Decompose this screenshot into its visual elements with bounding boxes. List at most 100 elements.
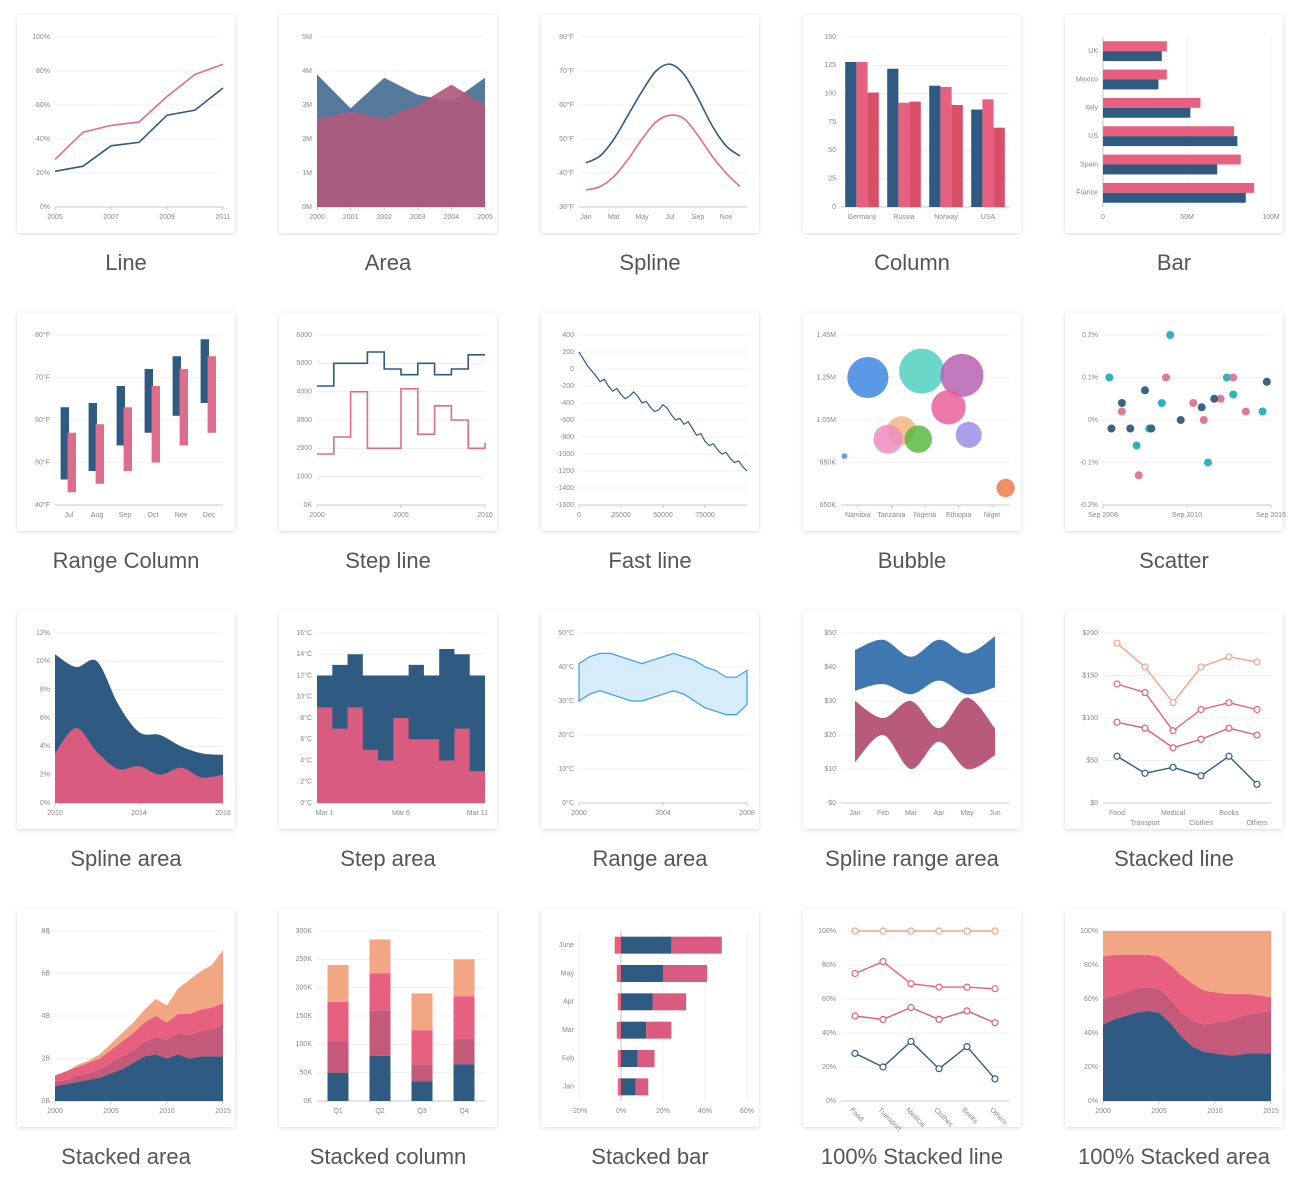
series-area: [317, 707, 485, 803]
scatter-point: [1126, 424, 1135, 433]
series-line: [54, 87, 224, 173]
bubble: [931, 390, 966, 425]
y-tick-label: 30°C: [558, 697, 574, 705]
scatter-point: [1141, 386, 1149, 395]
series-line: [54, 63, 224, 160]
y-tick-label: -1600: [556, 502, 574, 509]
marker: [1225, 699, 1233, 707]
marker: [1141, 769, 1149, 777]
y-tick-label: 6000: [296, 332, 312, 339]
y-tick-label: May: [561, 970, 575, 977]
series-line: [854, 1040, 996, 1080]
chart-caption: Line: [105, 250, 147, 275]
y-tick-label: 0K: [303, 502, 312, 509]
marker: [1141, 663, 1149, 671]
y-tick-label: 3M: [302, 102, 312, 109]
scatter-point: [1210, 394, 1219, 403]
x-tick-label: 2004: [444, 214, 460, 221]
marker: [1113, 752, 1121, 760]
y-tick-label: 6%: [40, 715, 50, 722]
y-tick-label: -400: [560, 400, 574, 407]
bar: [898, 102, 910, 207]
bar-segment: [453, 1064, 475, 1101]
y-tick-label: 0.2%: [1082, 332, 1098, 339]
y-tick-label: 2%: [40, 772, 50, 779]
chart-caption: Spline: [619, 250, 680, 275]
bar-segment: [327, 1001, 349, 1042]
y-tick-label: 150: [824, 34, 836, 41]
chart-card: 40°F 50°F 60°F 70°F 80°F Jul Aug Sep Oct Nov Dec Ra…: [17, 313, 235, 573]
chart-card: 0K 50K 100K 150K 200K 250K 300K Q1 Q2 Q3 Q4 Stacked…: [279, 909, 497, 1169]
marker: [1197, 772, 1205, 780]
x-tick-label: 2015: [215, 1108, 231, 1115]
bar-segment: [621, 965, 663, 982]
bar: [993, 127, 1005, 207]
marker: [963, 1007, 971, 1015]
y-tick-label: 40°F: [559, 169, 574, 177]
series-line: [578, 351, 748, 472]
y-tick-label: 100K: [296, 1041, 313, 1048]
x-tick-label: 2000: [571, 810, 587, 817]
y-tick-label: 2°C: [300, 778, 312, 786]
bar-segment: [617, 1078, 621, 1096]
chart-caption: Area: [365, 250, 412, 275]
x-tick-label: Apr: [934, 810, 946, 817]
y-tick-label: 0K: [303, 1098, 312, 1105]
x-tick-label: Tanzania: [877, 512, 905, 519]
marker: [963, 1042, 971, 1051]
range-bar: [151, 386, 160, 463]
series-area: [317, 84, 485, 207]
x-tick-label: 2018: [215, 810, 231, 817]
y-tick-label: 4%: [40, 743, 50, 750]
y-tick-label: UK: [1088, 48, 1098, 55]
y-tick-label: -200: [560, 383, 574, 390]
x-tick-label: Sep 2008: [1088, 512, 1118, 519]
bar: [887, 68, 899, 207]
y-tick-label: 60°F: [35, 416, 50, 424]
bar-segment: [369, 939, 391, 974]
marker: [879, 957, 887, 966]
x-tick-label: 2014: [131, 810, 147, 817]
x-tick-label: Norway: [934, 214, 958, 221]
series-line: [585, 63, 741, 164]
scatter-point: [1197, 403, 1206, 412]
chart-card: 650K 850K 1.05M 1.25M 1.45M Namibia Tanzania Ni…: [803, 313, 1021, 573]
marker: [991, 927, 999, 935]
x-tick-label: 50000: [653, 512, 673, 519]
y-tick-label: 1000: [296, 474, 312, 481]
y-tick-label: Spain: [1080, 161, 1098, 168]
y-tick-label: 80%: [822, 962, 836, 969]
chart-card: 0B 2B 4B 6B 8B 2000 2005 2010 2015 Stacked area: [17, 909, 235, 1169]
bar: [856, 61, 868, 207]
y-tick-label: 0°C: [300, 799, 312, 807]
scatter-point: [1222, 373, 1231, 382]
bar-segment: [637, 1050, 655, 1067]
y-tick-label: -1200: [556, 468, 574, 475]
y-tick-label: $20: [824, 732, 836, 739]
chart-card: 0 25 50 75 100 125 150 Germany Russia Norway USA Co…: [803, 15, 1021, 275]
y-tick-label: $30: [824, 698, 836, 705]
bar: [940, 86, 952, 207]
y-tick-label: 6B: [41, 970, 50, 977]
series-line: [317, 388, 486, 455]
marker: [879, 1015, 887, 1024]
y-tick-label: $100: [1082, 715, 1098, 722]
y-tick-label: 40%: [1084, 1030, 1098, 1037]
range-bar: [116, 386, 125, 446]
y-tick-label: 20%: [1084, 1064, 1098, 1071]
bar-segment: [652, 993, 687, 1011]
y-tick-label: -600: [560, 417, 574, 424]
y-tick-label: 50K: [300, 1070, 313, 1077]
scatter-point: [1189, 399, 1198, 407]
x-tick-label: Nov: [175, 512, 188, 519]
series-area: [55, 1024, 223, 1087]
x-tick-label: 2005: [1151, 1108, 1167, 1115]
range-bar: [60, 407, 69, 480]
x-tick-label: Q2: [375, 1108, 384, 1115]
chart-card: 0 50M 100M France Spain US Italy Mexico UK Bar: [1065, 15, 1283, 275]
y-tick-label: 2M: [302, 136, 312, 143]
bar-segment: [411, 993, 433, 1031]
marker: [1169, 763, 1177, 771]
y-tick-label: 6°C: [300, 735, 312, 743]
